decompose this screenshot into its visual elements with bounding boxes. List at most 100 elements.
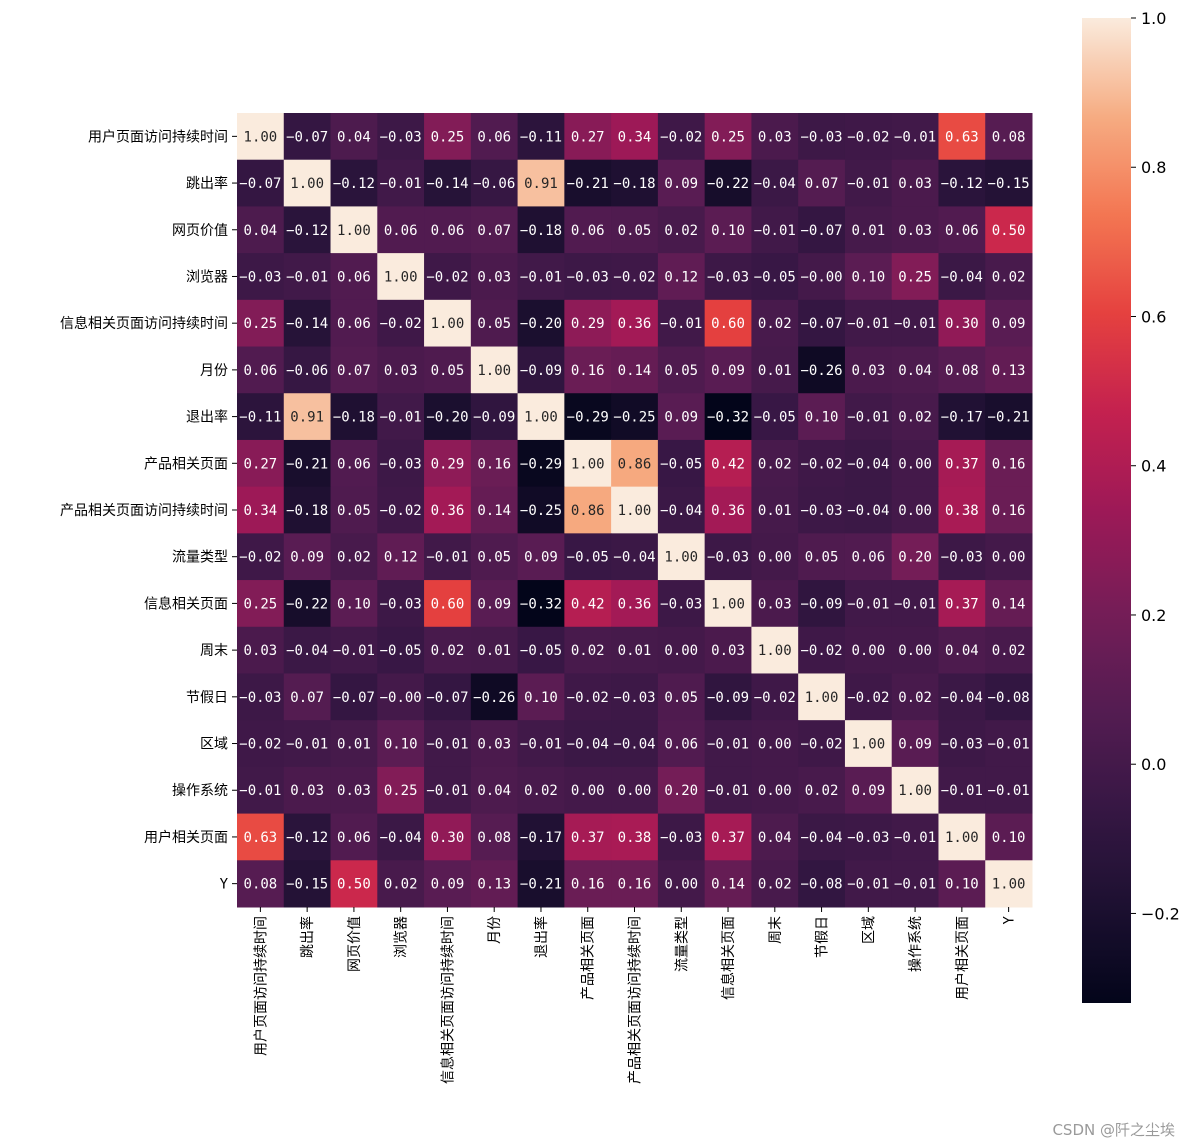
heatmap-cell (844, 439, 893, 488)
heatmap-cell (938, 159, 986, 207)
x-tick-label: Y (1002, 915, 1018, 924)
heatmap-cell (330, 206, 378, 254)
heatmap-cell (517, 813, 565, 861)
cell-value-label: −0.03 (380, 596, 422, 612)
heatmap-cell (985, 439, 1033, 488)
heatmap-cell (891, 299, 939, 348)
cell-value-label: 0.25 (244, 316, 278, 332)
heatmap-cell (657, 766, 706, 815)
heatmap-cell (470, 860, 519, 908)
cell-value-label: −0.01 (707, 737, 749, 753)
heatmap-cell (798, 533, 846, 581)
heatmap-cell (751, 813, 799, 861)
heatmap-cell (798, 766, 846, 815)
heatmap-cell (844, 113, 893, 161)
cell-value-label: 0.37 (945, 596, 979, 612)
heatmap-cell (237, 533, 285, 581)
colorbar-tick-label: 0.0 (1141, 755, 1166, 774)
cell-value-label: −0.21 (567, 176, 609, 192)
x-tick-label: 退出率 (533, 916, 550, 958)
cell-value-label: 0.86 (618, 456, 652, 472)
heatmap-cell (751, 206, 799, 254)
cell-value-label: −0.02 (239, 737, 281, 753)
cell-value-label: 0.16 (992, 503, 1026, 519)
cell-value-label: 0.16 (992, 456, 1026, 472)
cell-value-label: −0.03 (380, 129, 422, 145)
cell-value-label: 0.03 (711, 643, 745, 659)
heatmap-cell (611, 766, 659, 815)
heatmap-cell (517, 626, 565, 674)
cell-value-label: 1.00 (805, 690, 839, 706)
cell-value-label: 0.02 (805, 783, 839, 799)
colorbar: −0.2 0.0 0.2 0.4 0.6 0.8 1.0 (1082, 9, 1180, 1003)
heatmap-cell (844, 253, 893, 301)
heatmap-cell (844, 159, 893, 207)
heatmap-cell (283, 673, 332, 721)
cell-value-label: −0.01 (426, 550, 468, 566)
heatmap-cell (891, 113, 939, 161)
heatmap-cell (564, 159, 612, 207)
heatmap-cell (564, 299, 612, 348)
cell-value-label: 0.25 (711, 129, 745, 145)
heatmap-cell (517, 580, 565, 628)
heatmap-cell (891, 159, 939, 207)
heatmap-cell (517, 346, 565, 394)
heatmap-cell (377, 439, 425, 488)
cell-value-label: 0.08 (992, 129, 1026, 145)
cell-value-label: −0.01 (520, 737, 562, 753)
heatmap-cell (891, 393, 939, 441)
cell-value-label: −0.01 (754, 223, 796, 239)
cell-value-label: −0.21 (988, 410, 1030, 426)
heatmap-cell (798, 206, 846, 254)
heatmap-cell (704, 720, 752, 768)
heatmap-cell (798, 439, 846, 488)
heatmap-cell (237, 626, 285, 674)
heatmap-cell (657, 439, 706, 488)
heatmap-cell (564, 486, 612, 534)
cell-value-label: 1.00 (851, 737, 885, 753)
heatmap-cell (657, 113, 706, 161)
x-tick-label: 月份 (487, 916, 503, 944)
heatmap-cell (517, 720, 565, 768)
y-tick-label: 产品相关页面 (144, 456, 228, 472)
cell-value-label: −0.08 (800, 877, 842, 893)
heatmap-cell (377, 486, 425, 534)
heatmap-cell (424, 720, 472, 768)
heatmap-cell (938, 720, 986, 768)
cell-value-label: 0.36 (711, 503, 745, 519)
heatmap-cell (424, 439, 472, 488)
cell-value-label: 0.00 (992, 550, 1026, 566)
cell-value-label: 0.04 (898, 363, 932, 379)
heatmap-cell (938, 299, 986, 348)
cell-value-label: 0.27 (571, 129, 605, 145)
heatmap-cell (751, 439, 799, 488)
heatmap-cell (704, 626, 752, 674)
cell-value-label: −0.26 (473, 690, 515, 706)
heatmap-cell (330, 159, 378, 207)
cell-value-label: 0.27 (244, 456, 278, 472)
heatmap-cell (564, 253, 612, 301)
cell-value-label: −0.29 (520, 456, 562, 472)
heatmap-cell (985, 673, 1033, 721)
heatmap-cell (283, 813, 332, 861)
heatmap-cell (470, 159, 519, 207)
x-tick-label: 网页价值 (347, 916, 363, 972)
cell-value-label: 0.00 (898, 643, 932, 659)
heatmap-cell (657, 299, 706, 348)
cell-value-label: −0.01 (894, 596, 936, 612)
x-tick-label: 用户页面访问持续时间 (252, 916, 269, 1056)
heatmap-cell (377, 580, 425, 628)
heatmap-cell (704, 113, 752, 161)
heatmap-cell (237, 439, 285, 488)
heatmap-cell (844, 346, 893, 394)
heatmap-cell (798, 626, 846, 674)
cell-value-label: −0.00 (380, 690, 422, 706)
heatmap-cell (517, 860, 565, 908)
heatmap-cell (283, 393, 332, 441)
heatmap-cell (751, 159, 799, 207)
heatmap-cell (938, 533, 986, 581)
cell-value-label: 0.08 (477, 830, 511, 846)
heatmap-cell (704, 253, 752, 301)
heatmap-cell (470, 346, 519, 394)
